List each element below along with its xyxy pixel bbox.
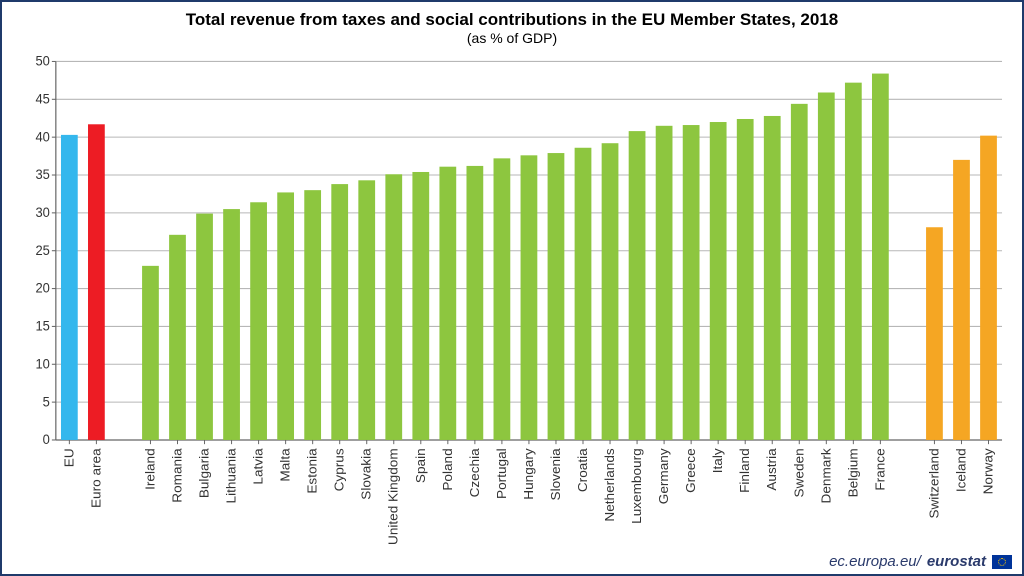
x-tick-label: Greece [683,449,698,494]
y-tick-label: 0 [43,432,50,447]
x-tick-label: Denmark [819,448,834,503]
y-tick-label: 5 [43,394,50,409]
bar [304,190,321,440]
x-tick-label: Portugal [494,448,509,499]
x-tick-label: Croatia [575,448,590,492]
y-tick-label: 30 [35,205,49,220]
x-tick-label: Czechia [467,448,482,498]
source-footer: ec.europa.eu/eurostat [829,553,1012,570]
x-tick-label: Netherlands [602,448,617,522]
bar [683,125,700,440]
x-tick-label: Spain [413,449,428,484]
x-tick-label: Germany [656,448,671,504]
bar [980,136,997,440]
x-tick-label: Lithuania [224,448,239,504]
chart-title: Total revenue from taxes and social cont… [16,10,1008,30]
x-tick-label: Cyprus [332,448,347,491]
x-tick-label: Poland [440,449,455,491]
bar [521,156,538,441]
x-tick-label: Ireland [143,449,158,491]
bar [412,172,429,440]
bar [818,93,835,440]
x-tick-label: Malta [278,448,293,482]
y-tick-label: 20 [35,281,49,296]
x-tick-label: Slovenia [548,448,563,501]
bar [439,167,456,440]
bar [764,116,781,440]
x-tick-label: Estonia [305,448,320,494]
bar [791,104,808,440]
bar [196,214,213,440]
x-tick-label: EU [62,449,77,468]
bar [953,160,970,440]
source-brand: eurostat [927,553,986,570]
bar [88,124,105,440]
x-tick-label: Norway [981,448,996,494]
bar [169,235,186,440]
x-tick-label: Italy [710,448,725,473]
chart-titles: Total revenue from taxes and social cont… [16,10,1008,47]
x-tick-label: Luxembourg [629,449,644,525]
x-tick-label: Switzerland [927,449,942,519]
bar [602,143,619,440]
bar [845,83,862,440]
y-tick-label: 25 [35,243,49,258]
x-tick-label: Euro area [89,448,104,508]
x-tick-label: United Kingdom [386,449,401,546]
bar [61,135,78,440]
chart-subtitle: (as % of GDP) [16,30,1008,47]
bar [385,174,402,440]
y-tick-label: 15 [35,318,49,333]
source-prefix: ec.europa.eu/ [829,553,921,570]
x-tick-label: Sweden [792,449,807,498]
bar [142,266,159,440]
bar [926,227,943,440]
y-tick-label: 50 [35,54,49,69]
bar [656,126,673,440]
y-tick-label: 10 [35,356,49,371]
bar [494,159,511,441]
x-tick-label: Iceland [954,449,969,493]
bar [872,74,889,440]
bar [548,153,565,440]
bar [331,184,348,440]
bar [466,166,483,440]
x-tick-label: Austria [765,448,780,491]
bar [575,148,592,440]
x-tick-label: Finland [737,449,752,494]
x-tick-label: Latvia [251,448,266,485]
bar [223,209,240,440]
x-tick-label: Belgium [846,449,861,498]
bar [710,122,727,440]
bar [277,193,294,441]
y-tick-label: 35 [35,167,49,182]
chart-frame: Total revenue from taxes and social cont… [0,0,1024,576]
bar [629,131,646,440]
eu-flag-icon [992,555,1012,569]
bar [250,202,267,440]
x-tick-label: Slovakia [359,448,374,500]
bar [358,180,375,440]
x-tick-label: France [873,449,888,491]
x-tick-label: Romania [170,448,185,503]
y-tick-label: 45 [35,91,49,106]
y-tick-label: 40 [35,129,49,144]
plot-area: 0 5 10 15 20 25 30 35 40 45 50 EU Euro area Ireland Ro… [16,51,1008,574]
x-tick-label: Hungary [521,448,536,500]
chart-svg: 0 5 10 15 20 25 30 35 40 45 50 EU Euro area Ireland Ro… [16,51,1008,574]
x-tick-label: Bulgaria [197,448,212,498]
bar [737,119,754,440]
